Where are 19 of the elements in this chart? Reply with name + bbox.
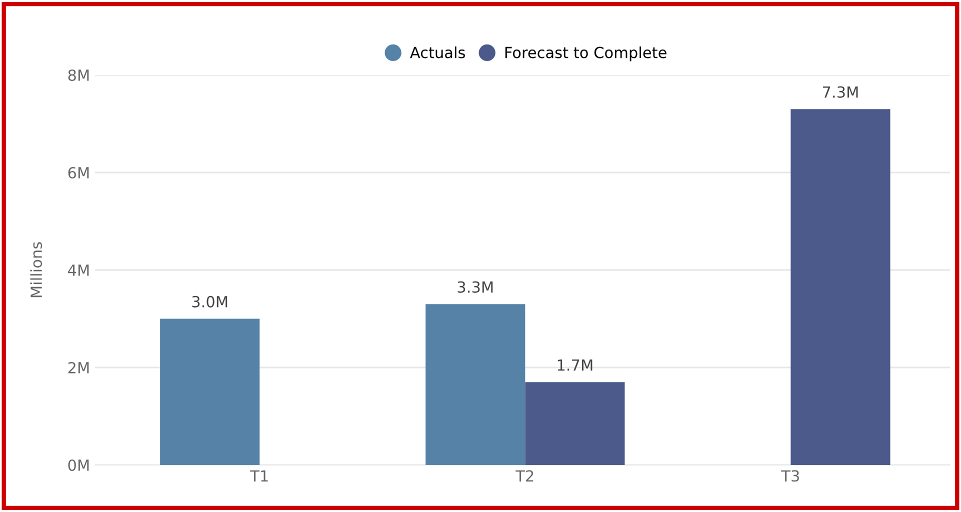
x-tick-label: T3: [781, 470, 799, 482]
bar: [525, 382, 625, 465]
data-label: 7.3M: [822, 86, 858, 98]
x-tick-label: T1: [250, 470, 268, 482]
y-axis-title: Millions: [30, 242, 42, 298]
bar: [160, 318, 260, 465]
legend-label: Actuals: [410, 46, 465, 58]
data-label: 3.0M: [192, 296, 228, 308]
y-tick-label: 2M: [68, 362, 89, 374]
y-tick-label: 8M: [68, 69, 89, 82]
y-tick-label: 6M: [68, 166, 89, 179]
x-tick-label: T2: [516, 470, 534, 482]
bar: [426, 304, 526, 465]
data-label: 1.7M: [558, 359, 592, 371]
bar: [790, 109, 890, 465]
legend-label: Forecast to Complete: [505, 46, 666, 62]
y-tick-label: 0M: [68, 459, 89, 472]
data-label: 3.3M: [458, 281, 493, 293]
y-tick-label: 4M: [68, 264, 89, 276]
